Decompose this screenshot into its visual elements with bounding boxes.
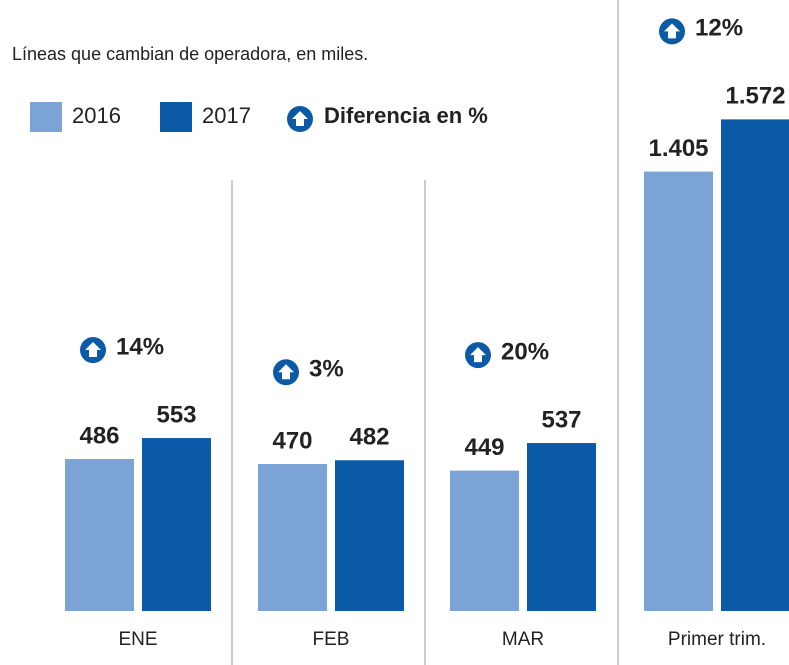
legend-swatch — [160, 102, 192, 132]
x-tick-label: MAR — [502, 629, 544, 650]
value-label: 470 — [272, 427, 312, 454]
difference-label: 3% — [309, 356, 344, 383]
x-tick-label: Primer trim. — [668, 629, 766, 650]
bar — [65, 459, 134, 611]
value-label: 486 — [79, 422, 119, 449]
x-tick-label: ENE — [118, 629, 157, 650]
bar — [142, 438, 211, 611]
difference-label: 14% — [116, 333, 164, 360]
value-label: 1.405 — [648, 135, 708, 162]
bar — [644, 171, 713, 612]
up-icon — [80, 337, 106, 364]
value-label: 553 — [156, 401, 196, 428]
icon-arrow — [470, 347, 486, 363]
up-icon — [465, 342, 491, 369]
value-label: 482 — [349, 424, 389, 451]
up-icon — [273, 359, 299, 386]
x-tick-label: FEB — [313, 629, 350, 650]
value-label: 1.572 — [725, 83, 785, 110]
up-icon — [287, 106, 313, 132]
legend-label: 2016 — [72, 103, 121, 128]
bar — [450, 470, 519, 611]
difference-label: 12% — [695, 15, 743, 42]
bar — [258, 464, 327, 611]
bar — [721, 119, 789, 611]
up-icon — [659, 18, 685, 45]
value-label: 537 — [541, 406, 581, 433]
value-label: 449 — [464, 434, 504, 461]
chart-title: Líneas que cambian de operadora, en mile… — [12, 44, 368, 64]
icon-arrow — [85, 342, 101, 358]
difference-label: 20% — [501, 338, 549, 365]
legend-label: Diferencia en % — [324, 103, 488, 128]
icon-arrow — [278, 364, 294, 380]
legend-label: 2017 — [202, 103, 251, 128]
icon-arrow — [664, 23, 680, 39]
bar — [527, 443, 596, 611]
bar — [335, 460, 404, 611]
legend-swatch — [30, 102, 62, 132]
